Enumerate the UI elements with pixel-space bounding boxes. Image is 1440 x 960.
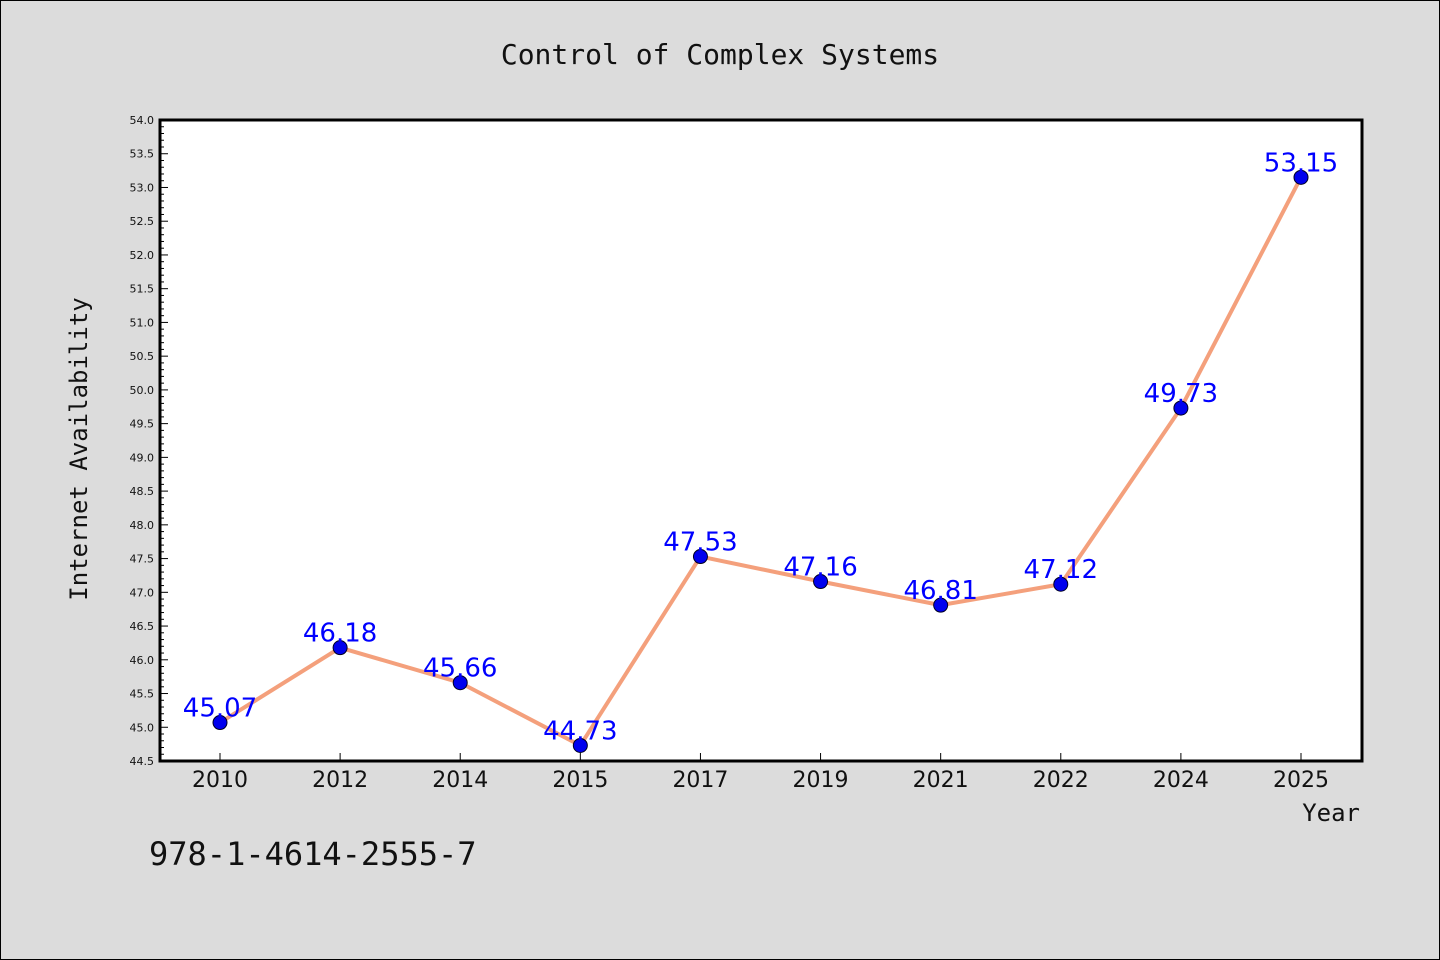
series-line [218,176,1303,748]
y-tick-label: 51.0 [130,316,155,329]
y-axis-label: Internet Availability [65,297,93,600]
y-axis: 44.5 45.0 45.5 46.0 46.5 47.0 47.5 48.0 48.5 49.0… [130,114,168,768]
data-label: 53.15 [1264,148,1338,178]
isbn-annotation: 978-1-4614-2555-7 [149,835,477,873]
y-tick-label: 49.5 [130,418,155,431]
y-tick-label: 46.0 [130,654,155,667]
x-axis-label: Year [1302,799,1360,827]
data-label: 47.16 [783,553,857,583]
data-labels: 45.07 46.18 45.66 44.73 47.53 47.16 46.81 47.12… [183,148,1338,746]
data-label: 44.73 [543,716,617,746]
x-tick-label: 2019 [793,768,849,793]
data-point [1053,576,1069,592]
data-label: 47.12 [1024,555,1098,585]
x-tick-label: 2022 [1033,768,1089,793]
y-tick-label: 45.0 [130,721,155,734]
data-label: 49.73 [1144,379,1218,409]
y-tick-label: 45.5 [130,688,155,701]
data-point [1293,169,1309,185]
y-tick-label: 50.5 [130,350,155,363]
x-tick-label: 2014 [432,768,488,793]
y-tick-label: 46.5 [130,620,155,633]
data-label: 47.53 [663,528,737,558]
y-tick-label: 44.5 [130,755,155,768]
data-point [1173,400,1189,416]
y-tick-label: 48.0 [130,519,155,532]
x-axis: 2010 2012 2014 2015 2017 2019 2021 2022 2024 2025 [192,753,1329,793]
data-label: 45.07 [183,694,257,724]
x-tick-label: 2025 [1273,768,1329,793]
data-point [212,715,228,731]
y-tick-label: 48.5 [130,485,155,498]
x-tick-label: 2024 [1153,768,1209,793]
x-tick-label: 2017 [672,768,728,793]
data-point [933,597,949,613]
data-label: 45.66 [423,654,497,684]
chart-title: Control of Complex Systems [501,38,939,71]
plot-area [158,118,1364,763]
series-line-group [218,176,1303,748]
y-tick-label: 49.0 [130,451,155,464]
x-tick-label: 2010 [192,768,248,793]
y-tick-label: 53.0 [130,181,155,194]
data-point [572,737,588,753]
y-tick-label: 50.0 [130,384,155,397]
y-tick-label: 53.5 [130,148,155,161]
data-label: 46.81 [903,576,977,606]
y-tick-label: 52.5 [130,215,155,228]
y-tick-label: 51.5 [130,283,155,296]
x-tick-label: 2015 [552,768,608,793]
data-label: 46.18 [303,619,377,649]
x-tick-label: 2021 [913,768,969,793]
y-tick-label: 47.0 [130,586,155,599]
data-point [813,574,829,590]
x-tick-label: 2012 [312,768,368,793]
data-point [452,675,468,691]
data-point [332,640,348,656]
y-tick-label: 52.0 [130,249,155,262]
y-tick-label: 54.0 [130,114,155,127]
y-tick-label: 47.5 [130,553,155,566]
data-point [692,549,708,565]
data-points [212,169,1309,753]
